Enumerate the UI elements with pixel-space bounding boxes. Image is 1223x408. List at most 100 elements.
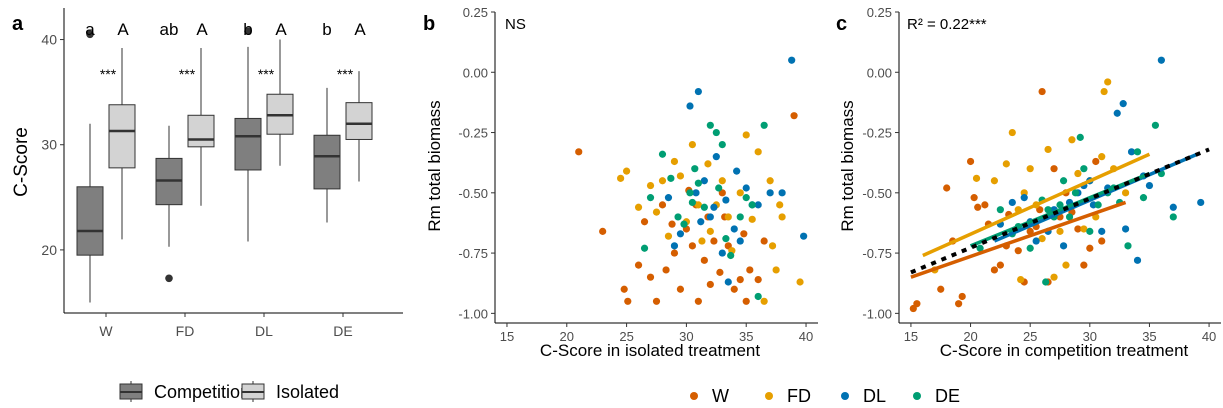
panel-b-point-de [674,213,682,221]
panel-b-point-w [646,273,655,281]
panel-b-point-dl [710,203,718,211]
panel-c-point-w [1086,244,1094,252]
panel-c-point-de [1056,201,1064,209]
panel-b-point-w [620,285,628,293]
panel-c-y-tick-label: -0.50 [862,186,892,201]
panel-c-point-de [1086,227,1094,235]
panel-c-point-fd [1068,136,1076,144]
panel-c-point-fd [1080,225,1088,233]
panel-b-point-fd [766,177,774,185]
panel-b-point-w [670,249,679,257]
panel-c-y-tick-label: -0.75 [862,246,892,261]
panel-c-y-tick-label: 0.25 [867,5,892,20]
panel-b-point-dl [733,167,741,175]
panel-a-box-isolated [187,114,215,148]
panel-b-point-w [736,276,744,284]
panel-b-point-dl [712,153,720,161]
panel-c-point-de [1169,213,1177,221]
panel-b-point-w [710,237,718,245]
panel-c-point-w [1050,165,1058,173]
panel-c-point-fd [1104,78,1112,86]
panel-b-point-fd [688,140,696,149]
panel-b-point-fd [676,172,685,180]
panel-b-point-fd [646,181,655,190]
panel-a-box-isolated [108,104,136,169]
panel-b-point-w [746,266,754,274]
panel-a-outlier [86,30,94,39]
panel-b-point-w [742,297,750,305]
panel-c-x-tick-label: 30 [1083,329,1097,344]
panel-b-point-fd [704,160,712,168]
panel-c-point-fd [1044,145,1052,154]
panel-a-significance: *** [179,66,196,82]
panel-c-point-de [1026,244,1034,252]
panel-b-point-de [691,165,699,173]
panel-c-point-de [1071,189,1080,197]
panel-b-point-w [624,297,632,305]
panel-c-point-w [1014,247,1022,255]
panel-b-point-w [790,112,798,120]
panel-a-y-tick-label: 20 [41,242,57,258]
panel-b-point-de [748,201,756,209]
panel-b-point-de [667,174,675,182]
panel-b-point-dl [664,194,673,202]
legend-label-isolated: Isolated [276,382,339,402]
panel-c-point-de [1133,148,1142,156]
panel-c-annotation: R² = 0.22*** [907,16,987,33]
panel-b-y-tick-label: 0.00 [463,65,488,80]
panel-b-point-dl [706,213,714,221]
panel-b-point-dl [736,237,744,245]
legend-group: W FD DL DE [690,386,960,406]
legend-key-fd [765,392,773,400]
panel-b-y-axis-label: Rm total biomass [425,100,444,231]
panel-b-point-fd [772,266,780,274]
panel-c-point-fd [1026,165,1034,173]
panel-b-y-tick-label: 0.25 [463,5,488,20]
panel-c-point-de [1124,242,1132,250]
panel-b-point-w [668,220,676,228]
panel-c-point-dl [1098,227,1106,235]
panel-a-letter-isolated: A [275,20,287,39]
panel-c-point-fd [1050,273,1058,281]
panel-c-y-tick-label: -1.00 [862,306,892,321]
panel-b-point-dl [694,87,702,96]
panel-c-point-de [1139,194,1148,202]
panel-b-point-w [740,230,748,238]
panel-b-point-fd [742,131,750,139]
panel-c-point-w [1026,227,1034,235]
panel-b-point-fd [658,177,667,185]
panel-b-point-de [727,251,735,260]
panel-c-point-de [1044,206,1052,214]
panel-c-point-de [1151,121,1160,129]
panel-b-x-tick-label: 25 [619,329,633,344]
panel-b-x-tick-label: 35 [739,329,753,344]
panel-c-point-w [1074,225,1082,233]
panel-c-point-fd [1056,227,1064,235]
panel-a-letter-isolated: A [354,20,366,39]
panel-b-point-dl [724,278,732,286]
panel-b-y-tick-label: -0.50 [458,186,488,201]
panel-b-point-fd [776,201,784,209]
panel-b-point-fd [664,232,673,240]
panel-c-point-w [981,201,989,209]
panel-b-point-w [760,237,768,245]
legend-key-de [913,392,921,400]
panel-b-point-de [722,235,730,243]
panel-b-x-tick-label: 40 [799,329,813,344]
panel-c-point-dl [1133,256,1142,264]
panel-b-annotation: NS [505,16,526,33]
panel-a-outlier [165,274,173,283]
panel-b-point-de [658,150,667,158]
panel-b-point-w [599,227,607,235]
panel-c-point-w [970,194,978,202]
panel-c-point-dl [1121,225,1130,233]
legend-key-w [690,392,698,400]
panel-label-c: c [836,13,847,35]
panel-b-y-tick-label: -0.25 [458,126,488,141]
panel-c-point-w [913,300,921,308]
panel-b-point-w [634,261,643,269]
panel-a-x-tick-label: W [99,323,113,339]
panel-c-point-dl [1157,56,1165,64]
panel-a-x-tick-label: DE [333,323,352,339]
panel-b-point-dl [686,102,694,110]
